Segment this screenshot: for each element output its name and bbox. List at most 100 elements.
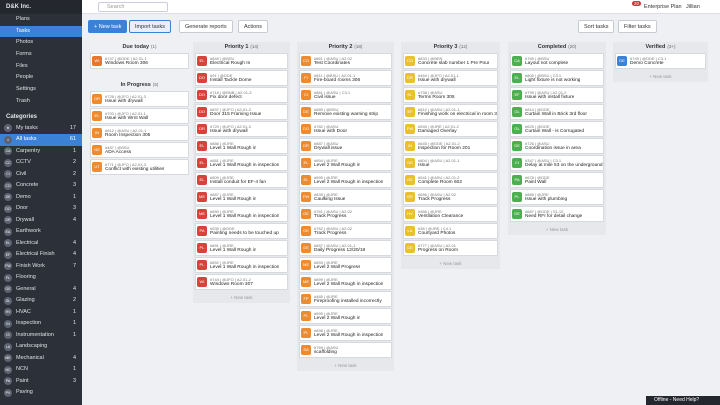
sort-button[interactable]: Sort tasks: [578, 20, 615, 33]
task-card[interactable]: GE #687 | @DDE | S1.10 Need RFI for detail…: [510, 206, 604, 222]
category[interactable]: GE General 4: [0, 284, 82, 296]
nav-item[interactable]: Files: [16, 62, 28, 69]
task-card[interactable]: FW #839 | @JRE Caulking Issue: [299, 189, 392, 205]
new-task-link[interactable]: + New task: [649, 74, 672, 79]
category[interactable]: ★ My tasks 17: [0, 123, 82, 135]
task-card[interactable]: PL #892 | @JRE Level 1 Wall Rough in inspe…: [195, 257, 288, 273]
task-card[interactable]: EL #805 | @BSU | C3.1 Light fixture is not…: [510, 70, 604, 86]
task-card[interactable]: ME #899 | @JRE Level 2 Wall Rough in inspe…: [299, 274, 392, 290]
new-task-link[interactable]: + New task: [334, 363, 357, 368]
task-card[interactable]: EL #758 | @ASU Terms Room 305: [403, 87, 498, 103]
filter-button[interactable]: Filter tasks: [618, 20, 657, 33]
nav-item[interactable]: Tasks: [0, 25, 82, 38]
task-card[interactable]: UT #771 | @JFO | A2.01-3 Conflict with exi…: [90, 159, 189, 175]
category[interactable]: IN Inspection 1: [0, 318, 82, 330]
task-card[interactable]: GE #762 | @ASU | A2.02 Track Progress: [299, 223, 392, 239]
task-card[interactable]: DE #749 | @DDE | C3.1 Demo Concrete: [615, 53, 706, 69]
task-card[interactable]: CO #861 | @ASU | A2.02 Test Coordinates: [299, 53, 392, 69]
new-task-link[interactable]: + New task: [439, 261, 462, 266]
new-task-button[interactable]: + New task: [88, 20, 128, 33]
category[interactable]: EF Electrical Finish 4: [0, 249, 82, 261]
notification-badge[interactable]: 20: [632, 1, 642, 6]
task-card[interactable]: ME #890 | @JRE Level 1 Wall Rough in inspe…: [195, 206, 288, 222]
task-card[interactable]: DR #728 | @JFO | A2.01-3 Issue with drywal…: [90, 91, 189, 107]
nav-item[interactable]: Photos: [16, 39, 34, 46]
task-card[interactable]: GE #777 | @ASU | A2.01 Progress on Room: [403, 240, 498, 256]
task-card[interactable]: HV #366 | @JRE Ventilation Clearance: [403, 206, 498, 222]
help-status[interactable]: Offline - Need Help?: [646, 396, 720, 405]
reports-button[interactable]: Generate reports: [179, 20, 233, 33]
task-card[interactable]: GE #487 | @BSU ADA Access: [90, 142, 189, 158]
task-card[interactable]: EL #894 | @JRE Level 2 Wall Rough in: [299, 155, 392, 171]
task-card[interactable]: EL #793 | @JFO | A2.01-1 Issue with Wrnt W…: [90, 108, 189, 124]
new-task-link[interactable]: + New task: [230, 295, 253, 300]
task-card[interactable]: WI #747 | @DDE | A2.01-1 Windows Room 306: [90, 53, 189, 69]
nav-item[interactable]: People: [16, 74, 34, 81]
task-card[interactable]: EF #810 | @ASU | A2.01-1 Finishing work on…: [403, 104, 498, 120]
category[interactable]: CI Civil 2: [0, 169, 82, 181]
category[interactable]: DO Door 3: [0, 203, 82, 215]
category[interactable]: EA Earthwork: [0, 226, 82, 238]
task-card[interactable]: PA #535 | @DDE Painting needs to be touche…: [195, 223, 288, 239]
task-card[interactable]: GL #625 | @DDE Curtain Wall - is Corrugate…: [510, 121, 604, 137]
nav-item[interactable]: Trash: [16, 97, 30, 104]
task-card[interactable]: DR #729 | @JFO | A2.01-3 Issue with drywal…: [195, 121, 288, 137]
category[interactable]: HV HVAC 1: [0, 307, 82, 319]
task-card[interactable]: GE #761 | @ASU | A2.02 Track Progress: [299, 206, 392, 222]
task-card[interactable]: DO #837 | @JFO | A2.01-3 Door 315 Framing …: [195, 104, 288, 120]
category[interactable]: DR Drywall 4: [0, 215, 82, 227]
category[interactable]: CA Carpentry 1: [0, 146, 82, 158]
category[interactable]: FL Flooring: [0, 272, 82, 284]
search[interactable]: Search: [98, 2, 168, 12]
category[interactable]: CO Concrete 3: [0, 180, 82, 192]
nav-item[interactable]: Forms: [16, 51, 32, 58]
category[interactable]: NC NCN 1: [0, 364, 82, 376]
user-menu[interactable]: Jillian: [686, 4, 700, 10]
task-card[interactable]: DO #718 | @BNB | A2.01-3 Fix door defect: [195, 87, 288, 103]
task-card[interactable]: DR #887 | @ASU Drywall issue: [299, 138, 392, 154]
task-card[interactable]: WI #744 | @JFO | A2.01-2 Windows Room 307: [195, 274, 288, 290]
task-card[interactable]: EL #895 | @JRE Level 2 Wall Rough in inspe…: [299, 172, 392, 188]
task-card[interactable]: LA #38 | @JRE | C4.1 Courtyard Photos: [403, 223, 498, 239]
task-card[interactable]: PL #898 | @JRE Level 2 Wall Rough in inspe…: [299, 325, 392, 341]
task-card[interactable]: CA #765 | @BSU Layout not complete: [510, 53, 604, 69]
task-card[interactable]: ME #887 | @JRE Level 1 Wall Rough in: [195, 189, 288, 205]
task-card[interactable]: GE #541 | @ASU | A2.01-2 Complete Room 602: [403, 172, 498, 188]
category[interactable]: DE Demo 1: [0, 192, 82, 204]
category[interactable]: CC CCTV 2: [0, 157, 82, 169]
task-card[interactable]: SA #769 | @ASU scaffolding: [299, 342, 392, 358]
category[interactable]: IS Instrumentation 1: [0, 330, 82, 342]
category[interactable]: FW Finish Work 7: [0, 261, 82, 273]
task-card[interactable]: CI #347 | @ASU | C3.1 Delay at mile 53 on …: [510, 155, 604, 171]
import-button[interactable]: Import tasks: [129, 20, 171, 33]
category[interactable]: EL Electrical 4: [0, 238, 82, 250]
nav-item[interactable]: Plans: [16, 16, 30, 22]
category[interactable]: ME Mechanical 4: [0, 353, 82, 365]
task-card[interactable]: GE #656 | @ASU | A2.02 Track Progress: [403, 189, 498, 205]
task-card[interactable]: IN #645 | @DDE | A2.01-2 Inspection for Ro…: [403, 138, 498, 154]
task-card[interactable]: DR #464 | @JFO | A2.01-1 Issue with drywal…: [403, 70, 498, 86]
task-card[interactable]: CI #861 | @ASU | C3.1 Civil issue: [299, 87, 392, 103]
task-card[interactable]: DE #685 | @BSU Remove existing warning str…: [299, 104, 392, 120]
task-card[interactable]: PL #868 | @JRE Issue with plumbing: [510, 189, 604, 205]
task-card[interactable]: ME #893 | @JRE Level 2 Wall Progress: [299, 257, 392, 273]
category[interactable]: PA Paint 3: [0, 376, 82, 388]
task-card[interactable]: PL #895 | @JRE Level 2 Wall Rough in: [299, 308, 392, 324]
actions-button[interactable]: Actions: [238, 20, 269, 33]
nav-item[interactable]: Settings: [16, 86, 36, 93]
task-card[interactable]: CO #833 | @BEN Concrete slab number 1 Pre …: [403, 53, 498, 69]
task-card[interactable]: GE #726 | @ASU Coordination issue in area: [510, 138, 604, 154]
task-card[interactable]: EL #886 | @JRE Level 1 Wall Rough in: [195, 138, 288, 154]
task-card[interactable]: GE #804 | @ASU | A2.01-1 Issue: [403, 155, 498, 171]
task-card[interactable]: FW #545 | @JRE | A2.01-2 Damaged Overlay: [403, 121, 498, 137]
task-card[interactable]: EL #881 | @JRE Level 1 Wall Rough in inspe…: [195, 155, 288, 171]
task-card[interactable]: PL #891 | @JRE Level 1 Wall Rough in: [195, 240, 288, 256]
task-card[interactable]: FI #811 | @BSU | A2.01-1 Fire-board rooms …: [299, 70, 392, 86]
org-name[interactable]: D&K Inc.: [0, 0, 82, 14]
task-card[interactable]: IN #812 | @ASU | A2.01-1 Room Inspection 3…: [90, 125, 189, 141]
task-card[interactable]: EL #809 | @JRE Install conduit for EF-4 fa…: [195, 172, 288, 188]
category[interactable]: PV Paving: [0, 387, 82, 399]
task-card[interactable]: GE #857 | @ASU | A2.01-1 Daily Progress 12…: [299, 240, 392, 256]
task-card[interactable]: EF #799 | @ASU | A2.01-2 Issue with instal…: [510, 87, 604, 103]
category[interactable]: ≡ All tasks 61: [0, 134, 82, 146]
